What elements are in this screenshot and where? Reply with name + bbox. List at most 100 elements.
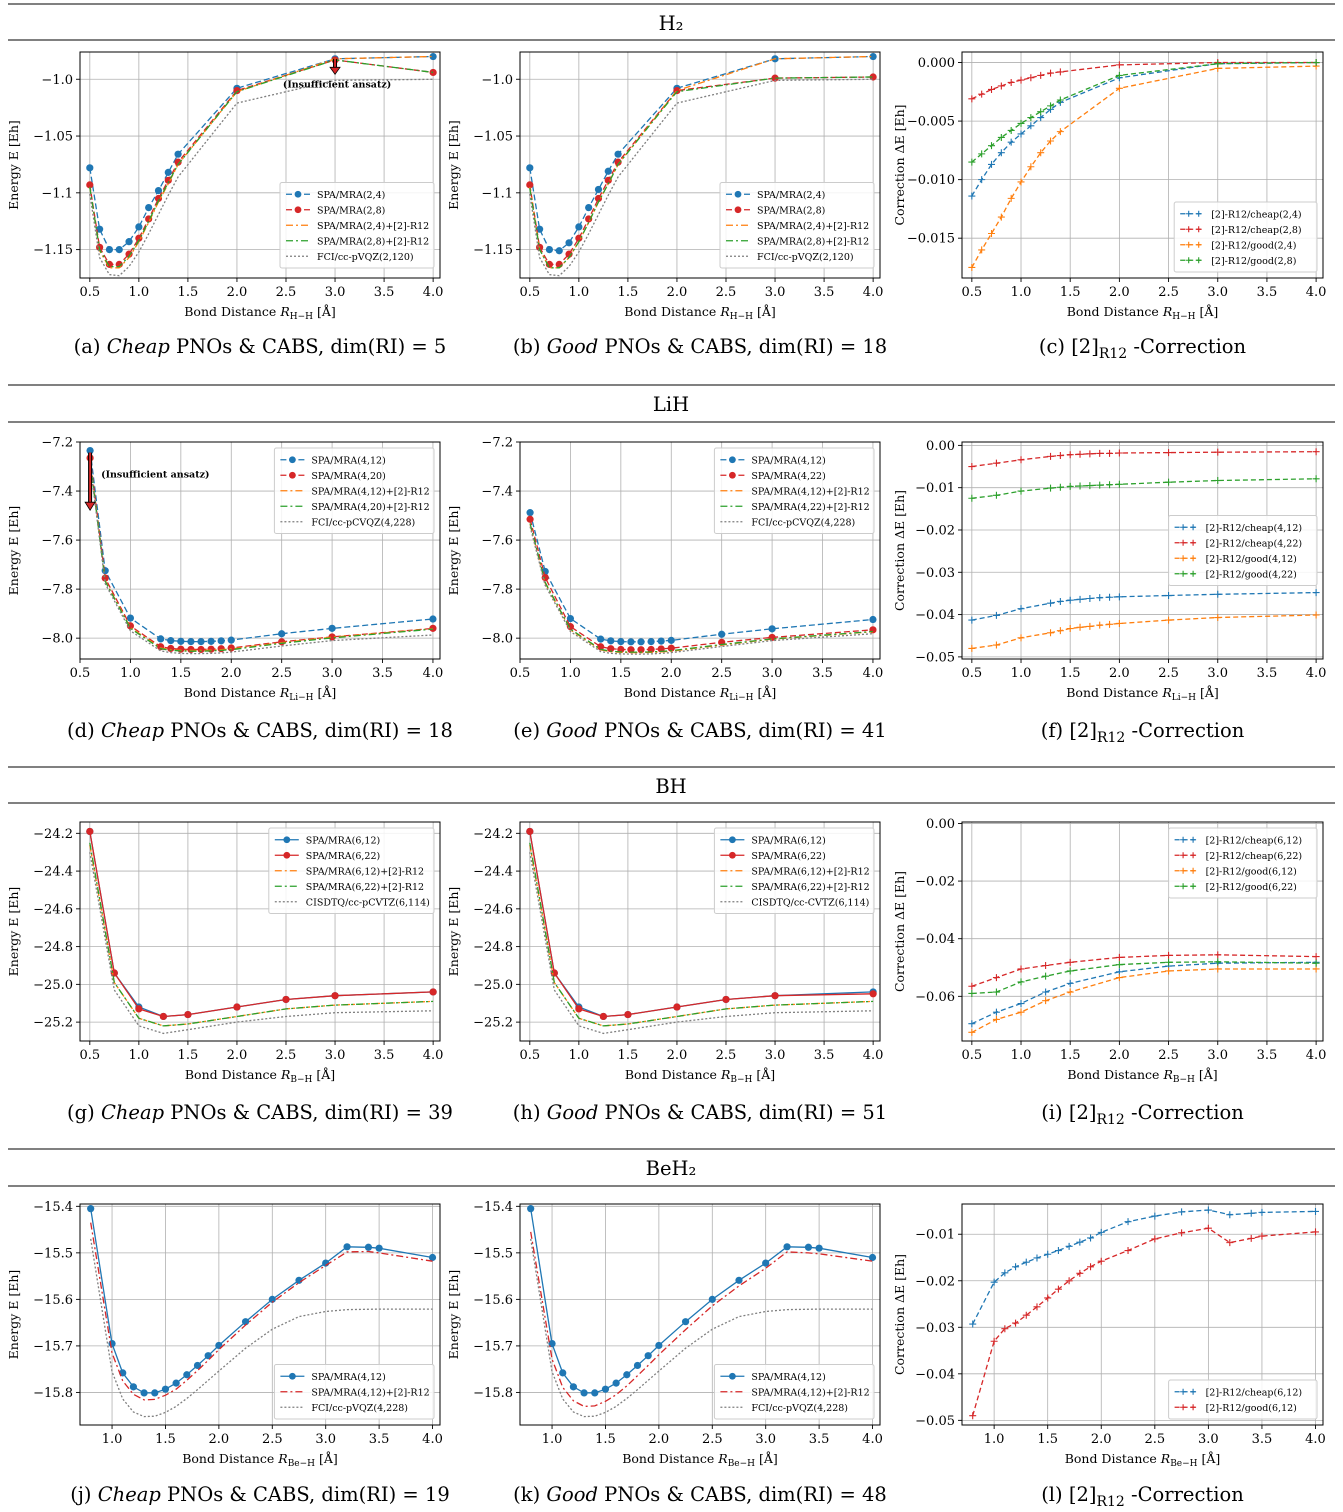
- data-point: [1022, 1311, 1030, 1319]
- data-point: [869, 615, 877, 624]
- data-point: [174, 158, 182, 166]
- data-point: [86, 446, 94, 455]
- x-axis-label-symbol: R: [279, 304, 289, 319]
- data-point: [129, 1383, 138, 1391]
- data-point: [1312, 953, 1320, 961]
- axes-frame: [79, 1203, 441, 1426]
- data-point: [105, 246, 114, 254]
- caption-label: (b): [513, 335, 547, 358]
- x-tick-label: 4.0: [863, 666, 884, 681]
- x-axis-label-subscript: Be−H: [1170, 1459, 1197, 1469]
- data-point: [992, 988, 1000, 996]
- x-tick-label: 3.5: [809, 1432, 830, 1447]
- x-axis-label: Bond Distance RBe−H [Å]: [622, 1451, 778, 1469]
- y-tick-label: −0.02: [915, 1274, 955, 1289]
- legend: [2]-R12/cheap(2,4) [2]-R12/cheap(2,8) [2]-…: [1173, 201, 1318, 273]
- legend-marker: [1190, 836, 1197, 843]
- data-point: [172, 1379, 180, 1387]
- data-point: [566, 614, 575, 623]
- data-point: [167, 644, 175, 653]
- series-line: [971, 968, 1317, 1033]
- x-tick-label: 3.0: [755, 1432, 776, 1447]
- legend-entry: SPA/MRA(6,22)+[2]-R12: [751, 882, 869, 893]
- series-line: [89, 460, 433, 652]
- subfigure-caption: (f) [2]R12 -Correction: [1041, 719, 1245, 746]
- x-axis-label-unit: [Å]: [312, 1067, 335, 1082]
- caption-subscript: R12: [1099, 346, 1127, 362]
- y-tick-label: −24.2: [33, 827, 73, 842]
- series-line: [529, 78, 874, 277]
- legend-marker: [1190, 555, 1197, 562]
- data-point: [1027, 163, 1035, 171]
- data-point: [997, 213, 1005, 221]
- data-point: [1056, 128, 1064, 136]
- data-point: [1066, 625, 1074, 633]
- x-axis-label-symbol: R: [717, 1451, 727, 1466]
- series-line: [529, 519, 873, 651]
- y-tick-label: −15.8: [33, 1386, 73, 1401]
- x-tick-label: 3.0: [1198, 1432, 1219, 1447]
- data-point: [565, 250, 573, 258]
- y-tick-label: −7.8: [41, 583, 73, 598]
- y-tick-label: −24.8: [33, 940, 73, 955]
- data-point: [1054, 1285, 1062, 1293]
- data-point: [1012, 1263, 1020, 1271]
- x-axis-label: Bond Distance RLi−H [Å]: [1066, 685, 1219, 703]
- data-point: [167, 637, 175, 645]
- x-axis-label-unit: [Å]: [1195, 1067, 1218, 1082]
- data-point: [151, 1389, 159, 1397]
- x-tick-label: 0.5: [961, 285, 982, 300]
- caption-emphasis: Good: [546, 719, 598, 742]
- y-tick-label: −0.04: [915, 1367, 955, 1382]
- legend-entry: SPA/MRA(4,22): [751, 471, 825, 482]
- legend-entry: [2]-R12/cheap(6,22): [1206, 851, 1302, 862]
- data-point: [1096, 621, 1104, 629]
- data-point: [1106, 449, 1114, 457]
- data-point: [1076, 482, 1084, 490]
- data-point: [580, 1389, 588, 1397]
- legend-entry: SPA/MRA(6,12)+[2]-R12: [306, 866, 424, 877]
- legend-entry: [2]-R12/good(6,12): [1206, 1403, 1297, 1414]
- data-point: [187, 637, 195, 646]
- y-tick-label: −1.05: [473, 130, 513, 145]
- data-point: [978, 176, 986, 184]
- data-point: [597, 635, 605, 643]
- data-point: [1065, 1277, 1073, 1285]
- annotation-arrow-head: [329, 66, 341, 75]
- data-point: [997, 149, 1005, 157]
- data-point: [617, 637, 625, 646]
- data-point: [1017, 456, 1025, 464]
- series-line: [89, 78, 434, 277]
- data-point: [364, 1243, 373, 1251]
- y-tick-label: −0.01: [915, 481, 955, 496]
- data-point: [526, 515, 534, 523]
- series-line: [89, 842, 434, 1027]
- data-point: [644, 1352, 652, 1360]
- x-tick-label: 1.5: [1060, 285, 1081, 300]
- x-tick-label: 0.5: [519, 285, 540, 300]
- legend-entry: SPA/MRA(4,12)+[2]-R12: [311, 1387, 429, 1398]
- legend: SPA/MRA(2,4) SPA/MRA(2,8) SPA/MRA(2,4)+[2]…: [719, 182, 875, 269]
- data-point: [1165, 449, 1173, 457]
- axes-frame: [79, 51, 441, 279]
- legend-marker: [1190, 1404, 1197, 1411]
- caption-subscript: R12: [1096, 1494, 1124, 1510]
- legend-marker: [289, 1372, 296, 1380]
- chart-panel: 0.5 1.0 1.5 2.0 2.5 3.0 3.5 4.0 −25.2 −25.0 −24.8 −…: [6, 821, 453, 1124]
- x-tick-label: 0.5: [70, 666, 91, 681]
- legend-marker: [1180, 883, 1187, 890]
- series-line: [89, 457, 433, 651]
- x-tick-label: 1.0: [129, 1048, 150, 1063]
- data-point: [1312, 589, 1320, 597]
- x-tick-label: 2.5: [711, 666, 732, 681]
- data-point: [575, 234, 583, 242]
- data-point: [1037, 108, 1045, 116]
- data-point: [1096, 594, 1104, 602]
- legend-entry: [2]-R12/good(4,22): [1206, 569, 1297, 580]
- x-tick-label: 4.0: [1306, 666, 1327, 681]
- data-point: [1165, 616, 1173, 624]
- data-point: [1056, 627, 1064, 635]
- data-point: [135, 1005, 143, 1013]
- legend-marker: [1195, 210, 1202, 217]
- data-point: [233, 87, 241, 95]
